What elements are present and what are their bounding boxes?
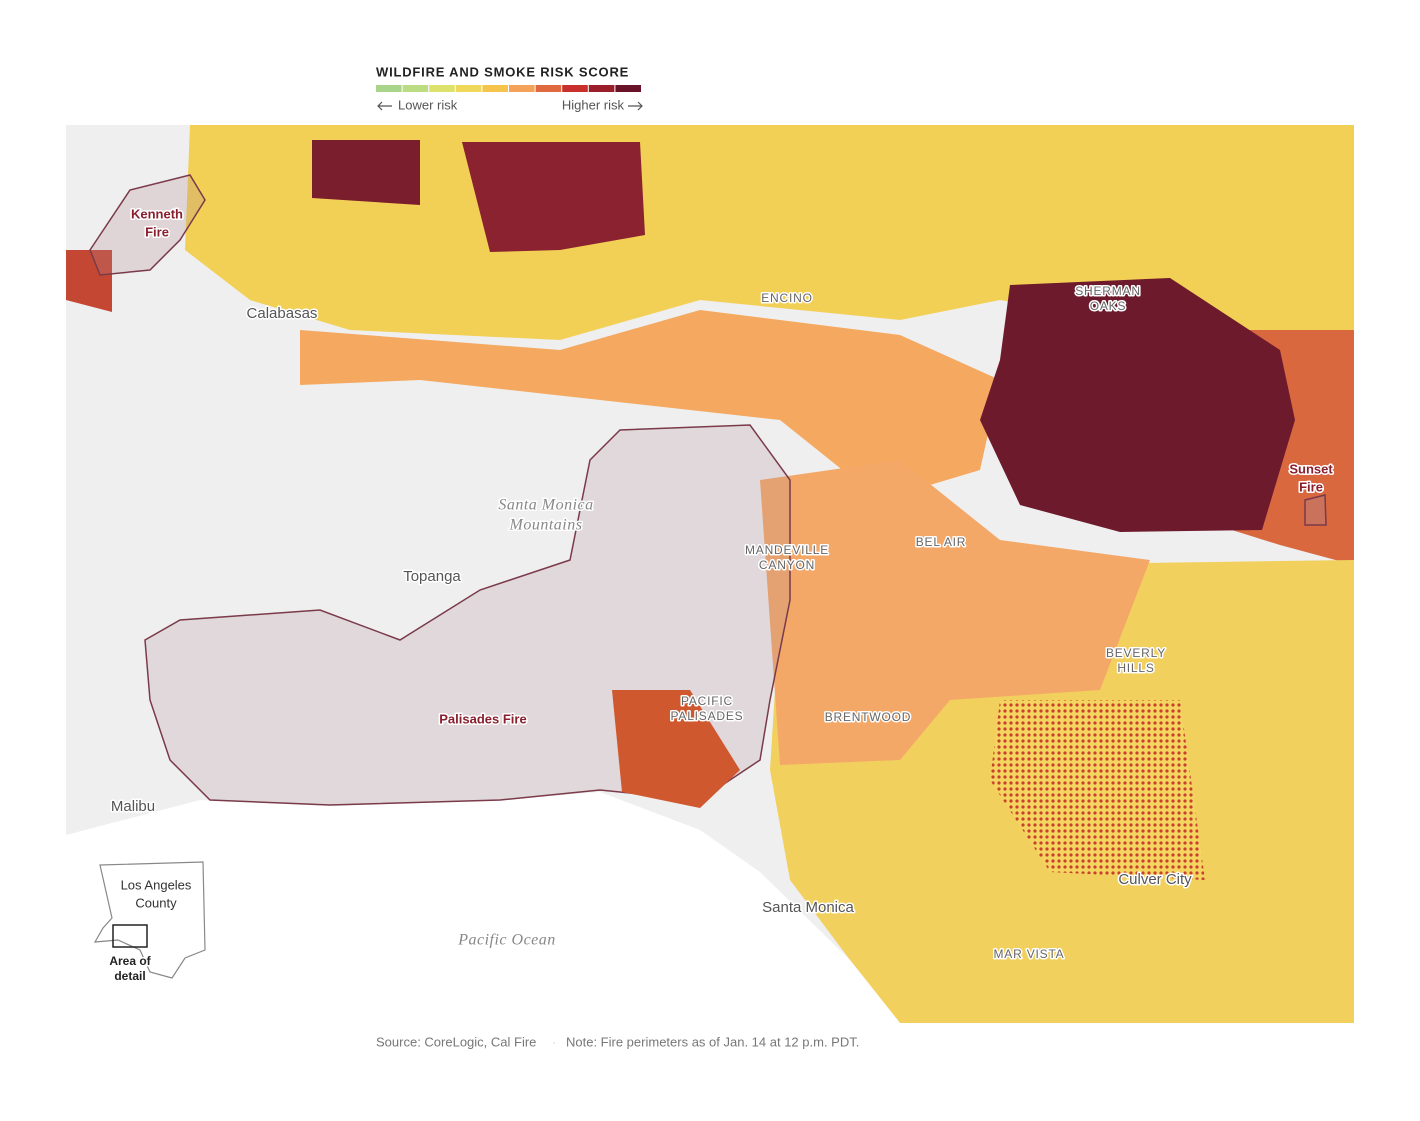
place-label: Malibu (111, 798, 155, 815)
foothills (300, 310, 1000, 500)
place-label: ENCINO (761, 291, 812, 305)
legend-title: WILDFIRE AND SMOKE RISK SCORE (376, 64, 629, 79)
place-label: Fire (145, 224, 169, 239)
detail-box (112, 924, 148, 948)
place-label: BRENTWOOD (825, 710, 912, 724)
legend-arrows (377, 101, 643, 111)
place-label: HILLS (1117, 661, 1154, 675)
legend-swatch (615, 85, 641, 92)
arrow-left (377, 101, 392, 111)
legend-swatch (376, 85, 402, 92)
legend-swatch (562, 85, 588, 92)
sunset-fire-perimeter (1304, 494, 1327, 526)
map-base (66, 125, 1354, 1023)
very-high-risk-north-a (312, 140, 420, 205)
place-label: PALISADES (670, 709, 743, 723)
note: Note: Fire perimeters as of Jan. 14 at 1… (566, 1034, 859, 1049)
place-label: Pacific Ocean (457, 932, 556, 949)
canyon-area (760, 460, 1150, 765)
arrow-right (628, 101, 643, 111)
legend-high: Higher risk (562, 97, 625, 112)
dotted-area (990, 700, 1205, 880)
place-label: Topanga (403, 568, 461, 585)
source: Source: CoreLogic, Cal Fire (376, 1034, 536, 1049)
place-label: PACIFIC (681, 694, 733, 708)
place-label: MANDEVILLE (745, 543, 829, 557)
inset (93, 861, 206, 979)
place-label: BEVERLY (1106, 646, 1166, 660)
legend-low: Lower risk (398, 97, 458, 112)
place-label: SHERMAN (1075, 284, 1141, 298)
place-label: BEL AIR (916, 535, 967, 549)
inset-label: County (135, 895, 177, 910)
place-label: OAKS (1090, 299, 1127, 313)
place-label: Fire (1299, 479, 1323, 494)
place-label: Calabasas (247, 305, 318, 322)
place-label: Sunset (1289, 461, 1333, 476)
separator: · (552, 1038, 555, 1049)
place-label: Santa Monica (762, 899, 854, 916)
inset-detail: Area of (109, 954, 151, 968)
legend-swatch (482, 85, 508, 92)
legend-swatch (535, 85, 562, 92)
inset-label: Los Angeles (121, 877, 192, 892)
ocean (66, 792, 900, 1023)
kenneth-fire-perimeter (89, 174, 206, 276)
very-high-risk-north-b (462, 142, 645, 252)
place-label: MAR VISTA (994, 947, 1065, 961)
place-label: Santa Monica (498, 497, 593, 514)
legend-swatch (429, 85, 455, 92)
county-outline (93, 861, 206, 979)
legend-swatch (455, 85, 482, 92)
very-high-risk-hills (980, 278, 1295, 532)
palisades-neighborhood (612, 690, 740, 808)
legend-swatch (509, 85, 535, 92)
place-label: Culver City (1118, 871, 1192, 888)
high-risk-west (66, 250, 112, 312)
inset-detail: detail (114, 969, 145, 983)
place-label: Kenneth (131, 206, 183, 221)
place-label: CANYON (759, 558, 815, 572)
legend-swatch (588, 85, 615, 92)
place-label: Palisades Fire (439, 711, 526, 726)
place-label: Mountains (509, 517, 583, 534)
legend-swatch (402, 85, 429, 92)
